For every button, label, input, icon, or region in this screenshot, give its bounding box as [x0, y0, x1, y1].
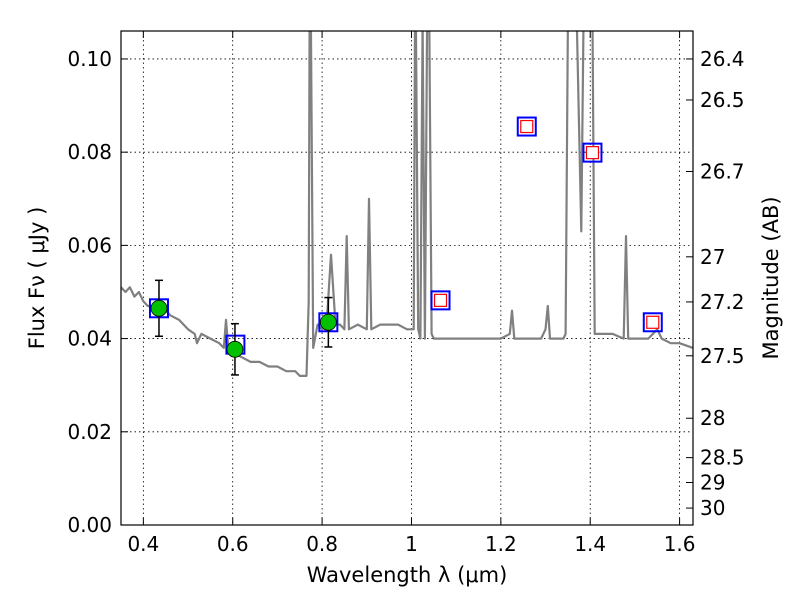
- y-tick-label: 0.08: [67, 140, 112, 164]
- y2-tick-label: 27.2: [700, 290, 745, 314]
- model-photometry-point: [516, 116, 537, 137]
- observed-point: [319, 313, 337, 331]
- x-axis-label: Wavelength λ (μm): [307, 563, 508, 587]
- plot-area: [121, 31, 693, 525]
- plot-frame: [120, 30, 694, 526]
- ticks: 0.4 0.6 0.8 1 1.2 1.4 1.6 0.00 0.02 0.04 0.06 0.08 0…: [67, 31, 745, 556]
- x-tick-label: 1.4: [574, 532, 606, 556]
- y-tick-label: 0.10: [67, 47, 112, 71]
- y-tick-label: 0.04: [67, 327, 112, 351]
- y-tick-label: 0.02: [67, 420, 112, 444]
- y-axis-label: Flux Fν ( μJy ): [25, 207, 49, 350]
- y2-tick-label: 26.7: [700, 159, 745, 183]
- x-tick-label: 0.6: [217, 532, 249, 556]
- predicted-point: [433, 293, 448, 307]
- y2-tick-label: 28: [700, 406, 725, 430]
- model-photometry-point: [582, 142, 603, 163]
- model-photometry-point: [642, 312, 663, 333]
- spectrum-line: [121, 31, 693, 377]
- y-tick-label: 0.00: [67, 513, 112, 537]
- y-tick-label: 0.06: [67, 233, 112, 257]
- x-tick-label: 1.2: [485, 532, 517, 556]
- y2-tick-label: 26.4: [700, 47, 745, 71]
- predicted-point: [520, 119, 534, 134]
- y2-tick-label: 29: [700, 470, 725, 494]
- predicted-point: [585, 146, 600, 160]
- predicted-point: [646, 315, 660, 329]
- y2-tick-label: 27: [700, 245, 725, 269]
- y2-axis-label: Magnitude (AB): [759, 196, 783, 359]
- y2-tick-label: 27.5: [700, 344, 745, 368]
- x-tick-label: 1.6: [664, 532, 696, 556]
- observed-point: [150, 299, 168, 317]
- x-tick-label: 1: [405, 532, 418, 556]
- model-photometry-point: [430, 290, 451, 311]
- x-tick-label: 0.4: [127, 532, 159, 556]
- observed-point: [226, 340, 244, 358]
- y2-tick-label: 26.5: [700, 88, 745, 112]
- y2-tick-label: 30: [700, 496, 725, 520]
- y2-tick-label: 28.5: [700, 446, 745, 470]
- x-tick-label: 0.8: [306, 532, 338, 556]
- plot-content: [121, 31, 693, 377]
